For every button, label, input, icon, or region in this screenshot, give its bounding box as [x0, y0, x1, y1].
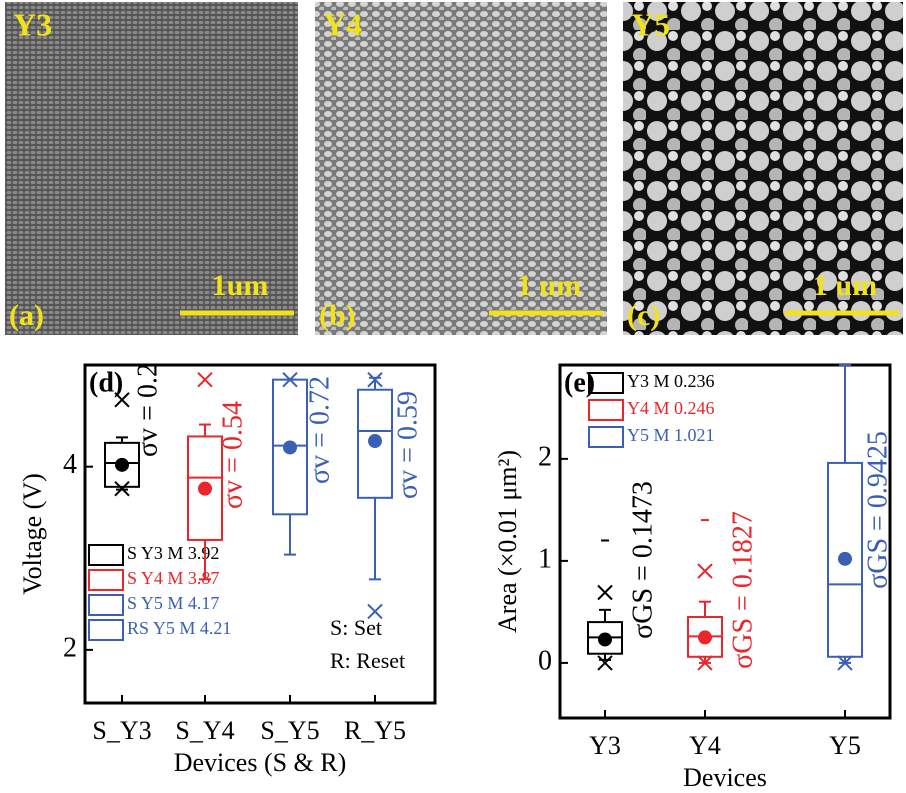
- y-axis-label: Area (×0.01 μm²): [493, 450, 522, 633]
- mean: [368, 434, 382, 448]
- outlier: [198, 373, 212, 387]
- mean: [198, 482, 212, 496]
- page: {"images": [ {"label": "Y3", "panel": "(…: [0, 0, 906, 793]
- sigma-label: σv = 0.72: [304, 376, 335, 484]
- mean: [698, 630, 712, 644]
- y-tick-label: 4: [63, 449, 77, 480]
- sigma-label: σv = 0.2: [132, 363, 163, 457]
- image-label: Y5: [631, 6, 670, 42]
- legend-swatch: [89, 620, 123, 640]
- x-tick-label: Y4: [689, 731, 721, 760]
- legend-swatch: [89, 545, 123, 565]
- legend-label: S Y5 M 4.17: [127, 593, 219, 613]
- legend-label: S Y4 M 3.87: [127, 568, 219, 588]
- sigma-label: σv = 0.59: [392, 391, 423, 499]
- mean: [598, 632, 612, 646]
- panel-label: (b): [319, 299, 356, 332]
- x-tick-label: S_Y4: [175, 716, 234, 745]
- y-tick-label: 2: [538, 441, 552, 472]
- sigma-label: σGS = 0.1827: [727, 511, 758, 669]
- x-axis-label: Devices (S & R): [174, 748, 347, 777]
- legend-swatch: [589, 400, 623, 420]
- x-tick-label: Y5: [829, 731, 861, 760]
- sigma-label: σGS = 0.9425: [862, 431, 893, 589]
- scale-label: 1 um: [517, 269, 581, 302]
- note: R: Reset: [330, 648, 405, 673]
- panel-label: (a): [9, 299, 44, 332]
- y-tick-label: 1: [538, 543, 552, 574]
- x-tick-label: Y3: [589, 731, 621, 760]
- sigma-label: σGS = 0.1473: [627, 481, 658, 639]
- x-tick-label: S_Y5: [260, 716, 319, 745]
- panel-label: (d): [89, 367, 123, 398]
- legend-label: Y4 M 0.246: [627, 398, 715, 418]
- y-tick-label: 0: [538, 645, 552, 676]
- mean: [283, 440, 297, 454]
- legend-label: Y3 M 0.236: [627, 371, 715, 391]
- panel-label: (c): [627, 299, 660, 332]
- y-axis-label: Voltage (V): [18, 473, 47, 595]
- scale-label: 1 um: [813, 269, 877, 302]
- sem-images: [5, 2, 903, 335]
- image-label: Y4: [323, 6, 362, 42]
- x-tick-label: R_Y5: [344, 716, 406, 745]
- legend-swatch: [89, 570, 123, 590]
- mean: [115, 458, 129, 472]
- outlier: [698, 564, 712, 578]
- x-axis-label: Devices: [683, 763, 767, 788]
- legend-label: Y5 M 1.021: [627, 425, 715, 445]
- legend-swatch: [89, 595, 123, 615]
- sigma-label: σv = 0.54: [217, 401, 248, 509]
- image-label: Y3: [13, 6, 52, 42]
- figure: Y3 (a) 1um Y4 (b) 1 um Y5 (c) 1 um (d) 2 4 S_Y3 S_Y4 S…: [0, 0, 906, 788]
- y-tick-label: 2: [63, 632, 77, 663]
- x-tick-label: S_Y3: [92, 716, 151, 745]
- note: S: Set: [330, 615, 382, 640]
- outlier: [598, 586, 612, 600]
- legend-label: RS Y5 M 4.21: [127, 618, 231, 638]
- scale-label: 1um: [212, 269, 269, 302]
- legend-swatch: [589, 427, 623, 447]
- mean: [838, 552, 852, 566]
